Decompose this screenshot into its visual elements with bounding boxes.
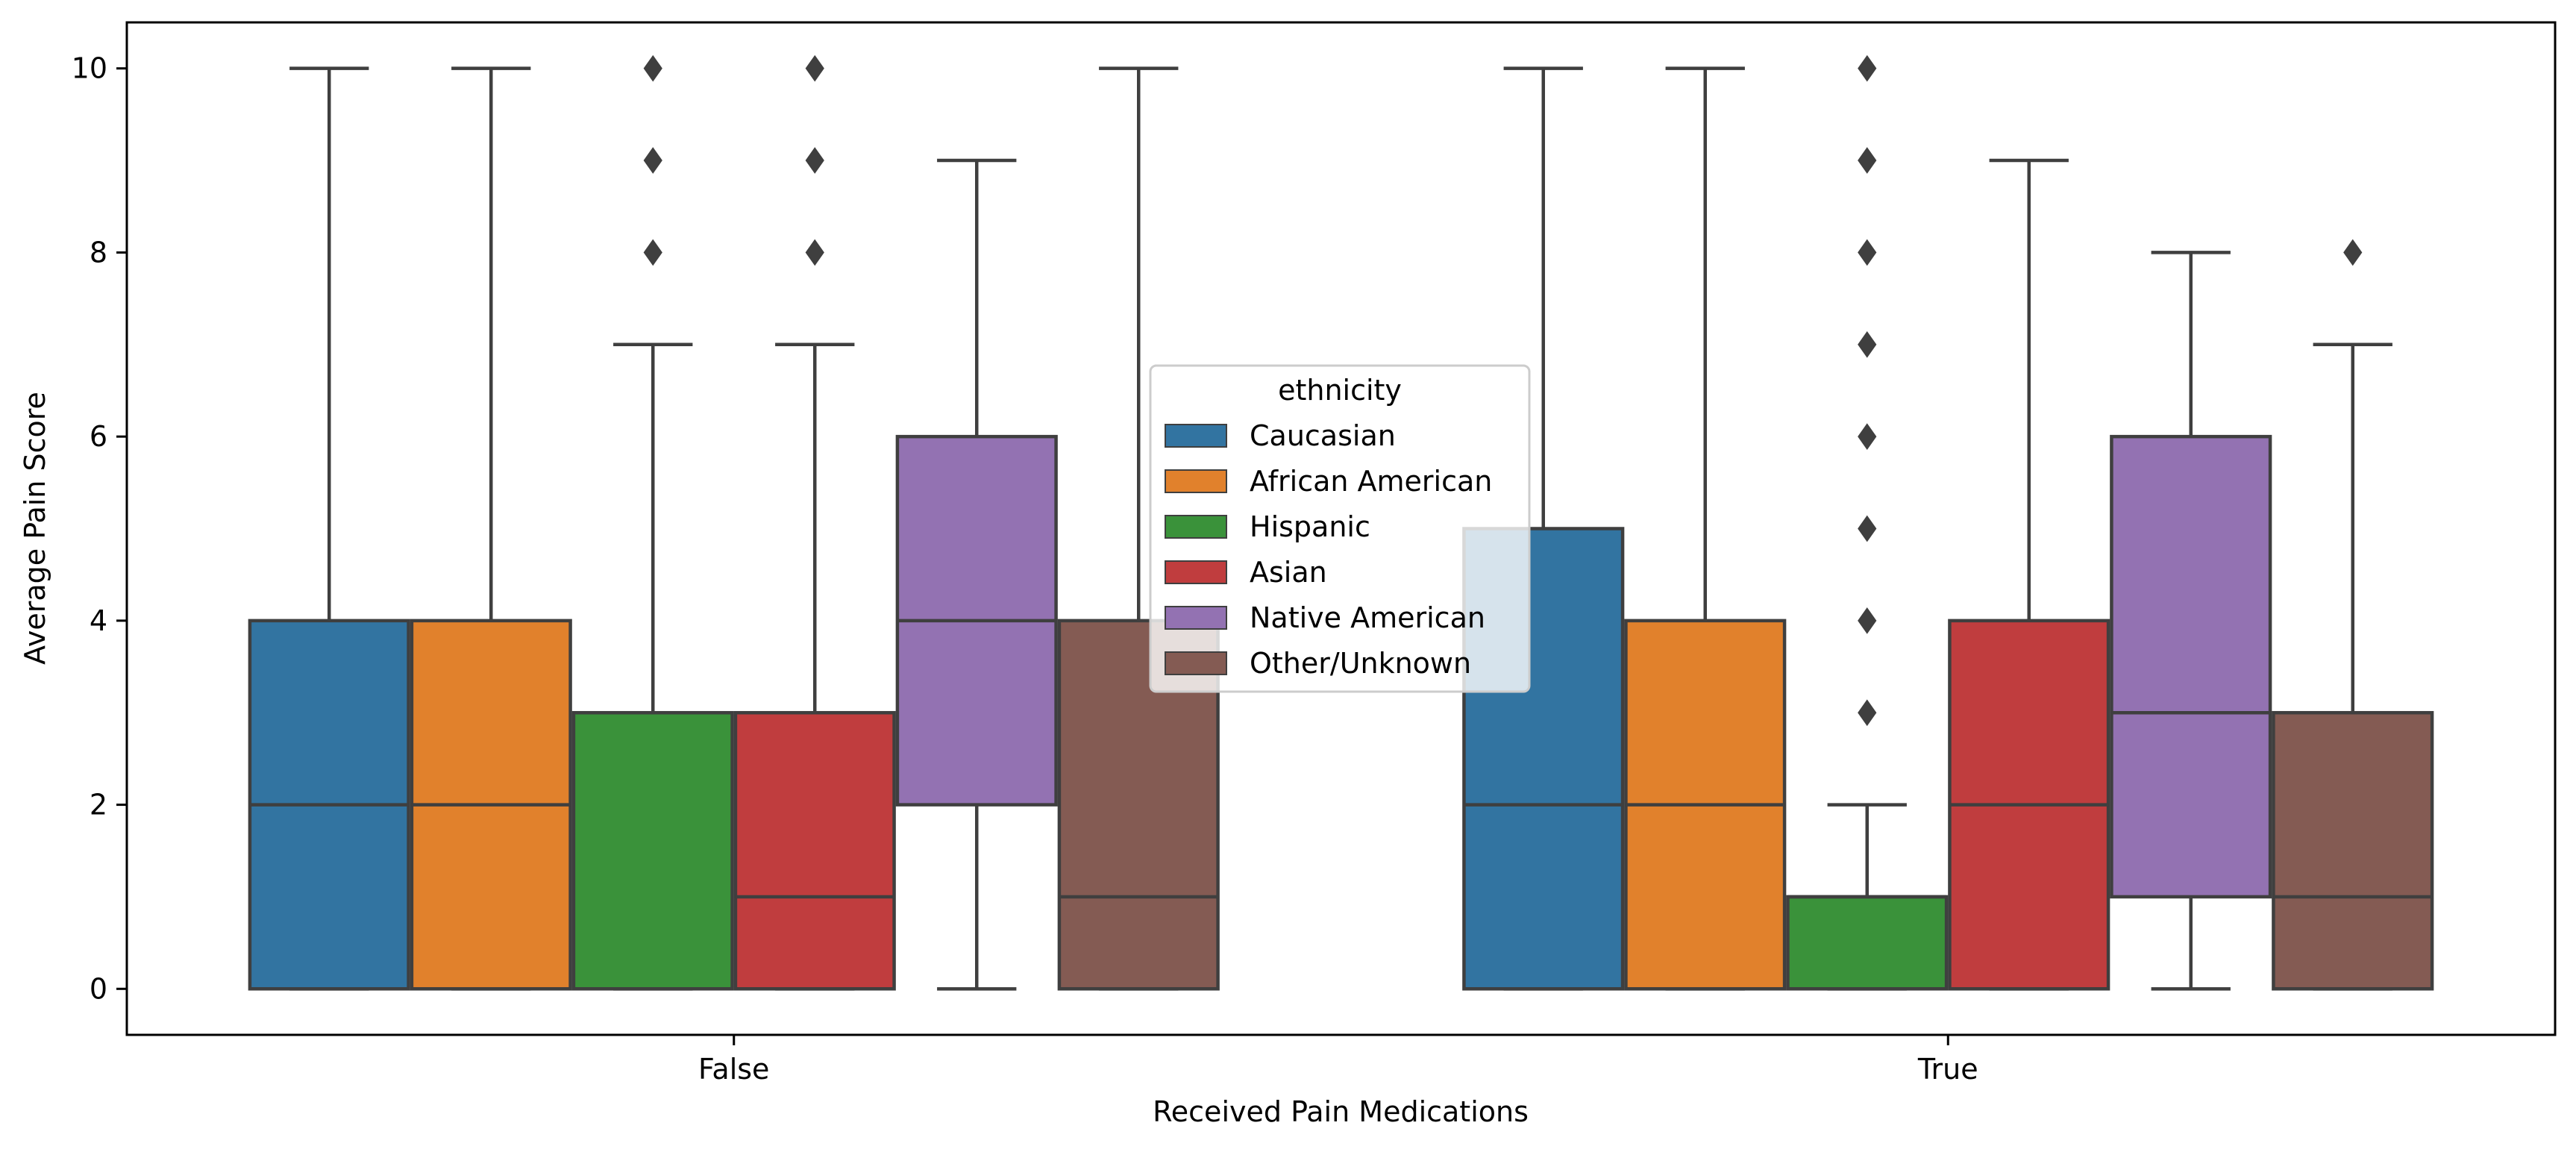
y-tick-label-0: 0 (90, 972, 107, 1005)
outlier-hispanic-true (1858, 699, 1877, 727)
box-body-asian-false (733, 710, 896, 991)
series-other-unknown (1057, 66, 2434, 991)
box-african-american-true (1624, 66, 1787, 991)
legend-swatch-hispanic (1165, 515, 1227, 539)
axes-frame (125, 21, 2557, 1036)
legend-swatch-other-unknown (1165, 651, 1227, 675)
box-native-american-true (2110, 251, 2272, 991)
legend-swatch-asian (1165, 560, 1227, 584)
legend-swatch-caucasian (1165, 424, 1227, 448)
outlier-hispanic-false (643, 239, 662, 266)
outlier-hispanic-true (1858, 54, 1877, 82)
x-tick-label-false: False (698, 1053, 769, 1086)
box-caucasian-false (248, 66, 410, 991)
series-native-american (895, 158, 2272, 991)
legend: ethnicity Caucasian African American Hispa… (1149, 364, 1531, 693)
series-asian (733, 54, 2110, 991)
legend-frame (1149, 364, 1531, 693)
legend-label-native-american: Native American (1250, 601, 1485, 634)
y-tick-label-4: 4 (90, 604, 107, 637)
legend-label-other-unknown: Other/Unknown (1250, 647, 1471, 680)
outlier-hispanic-true (1858, 239, 1877, 266)
series-african-american (410, 66, 1787, 991)
legend-title: ethnicity (1278, 374, 1402, 407)
box-native-american-false (895, 158, 1058, 991)
box-other-unknown-false (1057, 66, 1220, 991)
outlier-asian-false (805, 239, 824, 266)
legend-items: Caucasian African American Hispanic Asian Na… (1165, 419, 1492, 680)
outlier-other-unknown-true (2343, 239, 2363, 266)
legend-label-caucasian: Caucasian (1250, 419, 1396, 452)
x-tick-label-true: True (1917, 1053, 1978, 1086)
outlier-hispanic-true (1858, 515, 1877, 542)
outlier-hispanic-false (643, 54, 662, 82)
box-other-unknown-true (2272, 239, 2434, 991)
outlier-hispanic-true (1858, 607, 1877, 634)
box-body-hispanic-false (571, 710, 734, 991)
legend-label-asian: Asian (1250, 556, 1327, 589)
y-tick-label-8: 8 (90, 236, 107, 269)
y-tick-label-10: 10 (72, 52, 107, 85)
box-body-other-unknown-true (2272, 710, 2434, 991)
series-hispanic (571, 54, 1949, 991)
series-caucasian (248, 66, 1625, 991)
legend-label-hispanic: Hispanic (1250, 510, 1370, 543)
y-axis-ticks: 0 2 4 6 8 10 (72, 52, 127, 1005)
outlier-hispanic-true (1858, 331, 1877, 358)
box-african-american-false (410, 66, 572, 991)
outlier-hispanic-true (1858, 147, 1877, 174)
outlier-hispanic-false (643, 147, 662, 174)
y-tick-label-6: 6 (90, 420, 107, 453)
box-asian-false (733, 54, 896, 991)
legend-swatch-native-american (1165, 606, 1227, 630)
box-body-native-american-true (2110, 434, 2272, 899)
x-axis-ticks: False True (698, 1035, 1978, 1086)
box-hispanic-true (1786, 54, 1949, 991)
outlier-asian-false (805, 54, 824, 82)
box-body-hispanic-true (1786, 895, 1949, 991)
legend-swatch-african-american (1165, 469, 1227, 493)
legend-label-african-american: African American (1250, 465, 1492, 498)
outlier-asian-false (805, 147, 824, 174)
y-tick-label-2: 2 (90, 789, 107, 821)
box-asian-true (1948, 158, 2110, 991)
box-hispanic-false (571, 54, 734, 991)
x-axis-label: Received Pain Medications (1153, 1095, 1529, 1128)
y-axis-label: Average Pain Score (19, 392, 51, 665)
plot-marks (248, 54, 2434, 991)
outlier-hispanic-true (1858, 423, 1877, 451)
